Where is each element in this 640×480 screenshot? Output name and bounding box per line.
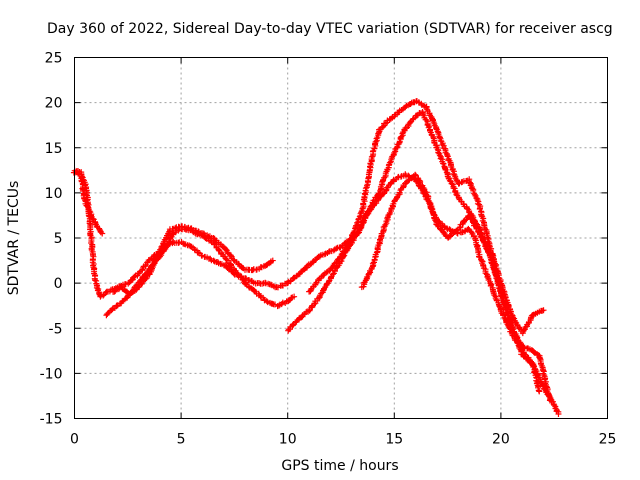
data-marks bbox=[306, 98, 547, 337]
series-4 bbox=[110, 223, 276, 297]
y-tick-label: 5 bbox=[54, 231, 63, 247]
y-axis-label: SDTVAR / TECUs bbox=[6, 181, 22, 296]
data-marks bbox=[110, 223, 276, 297]
x-axis-label: GPS time / hours bbox=[281, 458, 398, 474]
x-tick-label: 20 bbox=[492, 432, 510, 448]
y-tick-label: -5 bbox=[49, 321, 63, 337]
x-tick-label: 15 bbox=[385, 432, 403, 448]
data-marks bbox=[103, 225, 298, 319]
x-tick-label: 25 bbox=[599, 432, 617, 448]
y-tick-label: 0 bbox=[54, 276, 63, 292]
series-7 bbox=[358, 171, 562, 417]
y-tick-label: 10 bbox=[45, 186, 63, 202]
y-tick-label: -10 bbox=[40, 366, 63, 382]
x-tick-label: 10 bbox=[279, 432, 297, 448]
y-tick-label: -15 bbox=[40, 412, 63, 428]
chart-title: Day 360 of 2022, Sidereal Day-to-day VTE… bbox=[47, 21, 613, 37]
data-marks bbox=[358, 171, 562, 417]
tick-layer: 0 5 10 15 20 25 -15 -10 -5 0 5 10 15 20 25 bbox=[40, 51, 617, 448]
data-layer bbox=[70, 98, 562, 417]
grid-layer bbox=[74, 57, 608, 419]
series-6 bbox=[306, 98, 547, 337]
y-tick-label: 25 bbox=[45, 51, 63, 67]
series-3 bbox=[103, 225, 298, 319]
x-tick-label: 0 bbox=[70, 432, 79, 448]
y-tick-label: 15 bbox=[45, 141, 63, 157]
y-tick-label: 20 bbox=[45, 96, 63, 112]
x-tick-label: 5 bbox=[177, 432, 186, 448]
